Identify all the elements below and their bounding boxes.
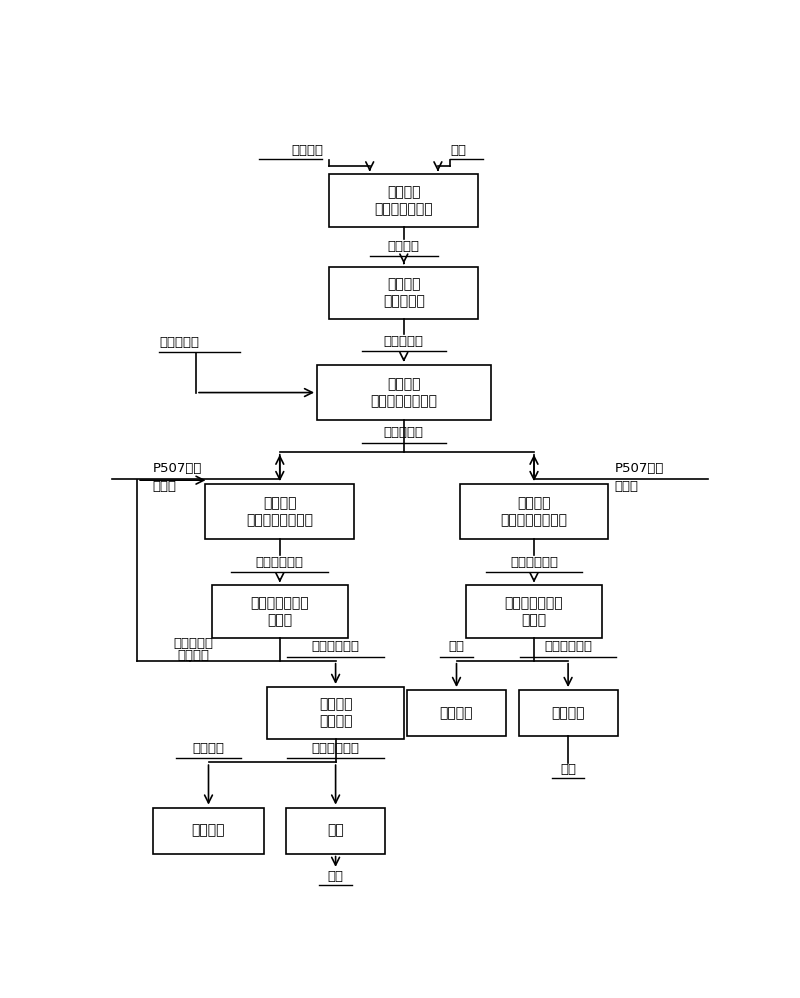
Bar <box>330 266 478 318</box>
Bar <box>206 484 354 539</box>
Text: 污水处理: 污水处理 <box>440 706 474 720</box>
Text: 成品: 成品 <box>328 870 344 883</box>
Text: 钴溶液: 钴溶液 <box>614 480 638 493</box>
Text: 压滤除杂
（压滤机）: 压滤除杂 （压滤机） <box>383 277 425 308</box>
Bar <box>267 687 404 740</box>
Text: 二次合成滤饼: 二次合成滤饼 <box>544 641 592 654</box>
Text: 搅拌反应
（草酸铵合成釜）: 搅拌反应 （草酸铵合成釜） <box>370 377 438 408</box>
Text: 草酸铵溶液: 草酸铵溶液 <box>384 426 424 439</box>
Text: 纯水: 纯水 <box>450 144 466 157</box>
Bar <box>286 807 386 853</box>
Bar <box>459 484 608 539</box>
Text: 搅拌反应
（草酸钴合成釜）: 搅拌反应 （草酸钴合成釜） <box>501 496 567 527</box>
Text: 滤液: 滤液 <box>449 641 465 654</box>
Text: 三次洗涤
三次压滤: 三次洗涤 三次压滤 <box>319 698 352 729</box>
Text: 干燥: 干燥 <box>327 823 344 837</box>
Text: 压滤草酸钴（压
滤机）: 压滤草酸钴（压 滤机） <box>505 596 563 627</box>
Text: 草酸溶液: 草酸溶液 <box>388 241 420 253</box>
Text: 固体草酸: 固体草酸 <box>291 144 323 157</box>
Text: 一次合成滤饼: 一次合成滤饼 <box>312 742 360 754</box>
Text: 草酸钴物沉淀: 草酸钴物沉淀 <box>510 556 558 569</box>
Text: 污水处理: 污水处理 <box>551 706 585 720</box>
Text: 草酸钴）: 草酸钴） <box>177 649 209 662</box>
Text: 一次合成滤饼: 一次合成滤饼 <box>312 641 360 654</box>
Bar <box>153 807 264 853</box>
Bar <box>211 586 348 638</box>
Text: 压滤草酸钴（压
滤机）: 压滤草酸钴（压 滤机） <box>250 596 309 627</box>
Bar <box>407 690 506 737</box>
Text: 草酸钴沉淀物: 草酸钴沉淀物 <box>256 556 304 569</box>
Text: 成品: 成品 <box>560 762 576 775</box>
Bar <box>330 175 478 227</box>
Text: 污水处理: 污水处理 <box>192 823 226 837</box>
Text: 氨气或液氨: 氨气或液氨 <box>159 336 199 349</box>
Text: P507氯化: P507氯化 <box>153 462 202 475</box>
Text: 搅拌溶解
（草酸溶解釜）: 搅拌溶解 （草酸溶解釜） <box>374 185 433 217</box>
Text: 滤液（仍含: 滤液（仍含 <box>173 638 213 651</box>
Text: 钴溶液: 钴溶液 <box>153 480 177 493</box>
Bar <box>518 690 618 737</box>
Text: P507氯化: P507氯化 <box>614 462 664 475</box>
Bar <box>317 365 490 420</box>
Text: 搅拌反应
（草酸钴合成釜）: 搅拌反应 （草酸钴合成釜） <box>246 496 314 527</box>
Bar <box>466 586 602 638</box>
Text: 一次滤液: 一次滤液 <box>193 742 225 754</box>
Text: 草酸铵溶液: 草酸铵溶液 <box>384 335 424 348</box>
